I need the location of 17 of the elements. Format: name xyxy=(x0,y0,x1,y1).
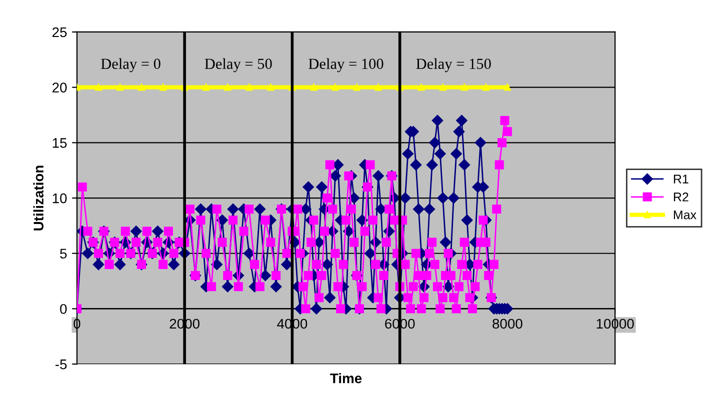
y-tick-label: -5 xyxy=(56,360,67,370)
y-tick-label: 25 xyxy=(52,27,67,38)
x-axis-title: Time xyxy=(330,373,362,384)
y-tick-label: 5 xyxy=(60,248,67,259)
y-tick-label: 0 xyxy=(60,304,67,314)
y-axis-title: Utilization xyxy=(33,166,44,230)
legend-label: R2 xyxy=(674,192,688,202)
legend-label: R1 xyxy=(674,174,688,184)
x-tick-label: 8000 xyxy=(492,318,522,329)
y-tick-label: 10 xyxy=(52,193,67,204)
y-tick-label: 15 xyxy=(52,138,67,148)
annotation: Delay = 100 xyxy=(308,58,384,72)
annotation: Delay = 50 xyxy=(204,58,272,72)
annotation: Delay = 0 xyxy=(101,58,160,72)
y-tick-label: 20 xyxy=(52,82,67,92)
annotation: Delay = 150 xyxy=(416,58,491,72)
legend-label: Max xyxy=(674,210,696,220)
